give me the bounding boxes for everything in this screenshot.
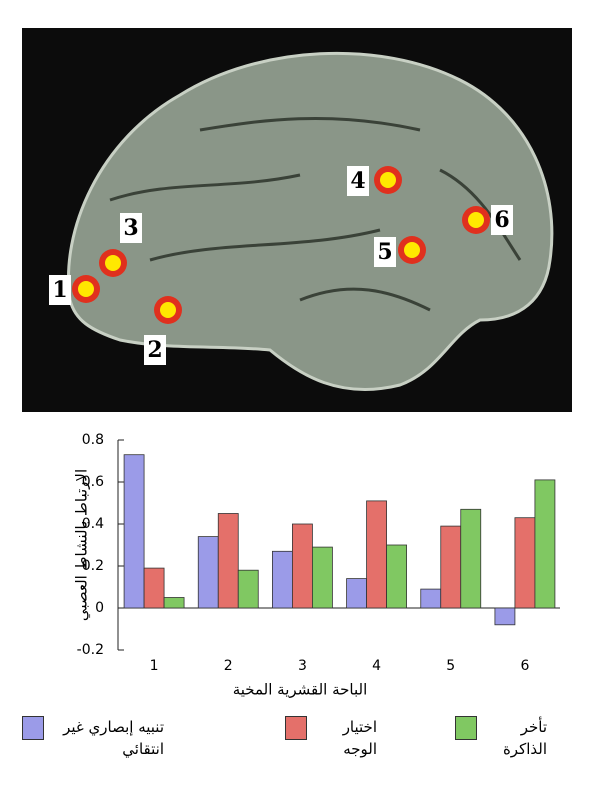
x-tick-label: 3 (298, 658, 307, 674)
marker-label-box (144, 335, 166, 365)
marker-label: 2 (147, 337, 162, 363)
bar (143, 567, 165, 609)
legend-swatch (285, 716, 307, 740)
marker-dot (468, 212, 484, 228)
legend-swatch (455, 716, 477, 740)
bar (440, 525, 462, 609)
bar (292, 523, 313, 609)
bar (163, 597, 185, 609)
legend-label: اختيار الوجه (342, 718, 377, 758)
legend-item: تأخر الذاكرة (455, 716, 547, 760)
bar (312, 546, 333, 609)
bar (534, 479, 556, 609)
bar (346, 578, 367, 609)
y-tick-label: 0.8 (82, 432, 104, 448)
x-tick-label: 4 (372, 658, 381, 674)
bar (514, 517, 536, 609)
y-tick-label: 0 (95, 600, 104, 616)
x-tick-label: 5 (446, 658, 455, 674)
marker-label-box (49, 275, 71, 305)
legend-label: تأخر الذاكرة (502, 718, 547, 758)
marker-label-box (491, 205, 513, 235)
bar (272, 550, 293, 609)
y-tick-label: -0.2 (77, 642, 104, 658)
bar (123, 454, 145, 609)
marker-label: 4 (350, 168, 365, 194)
bar (237, 569, 259, 609)
marker-dot (380, 172, 396, 188)
y-tick-label: 0.2 (82, 558, 104, 574)
legend-item: اختيار الوجه (285, 716, 377, 760)
marker-label: 1 (52, 277, 67, 303)
marker-dot (105, 255, 121, 271)
marker-dot (404, 242, 420, 258)
legend-label: تنبيه إبصاري غير انتقائي (63, 718, 164, 758)
x-axis-label: الباحة القشرية المخية (233, 681, 368, 699)
bar (366, 500, 387, 609)
legend-item: تنبيه إبصاري غير انتقائي (22, 716, 164, 760)
marker-label-box (347, 166, 369, 196)
marker-dot (160, 302, 176, 318)
bar (386, 544, 407, 609)
bar (217, 513, 239, 609)
marker-label: 3 (123, 215, 138, 241)
marker-label-box (374, 237, 396, 267)
bar (494, 607, 516, 626)
bar (460, 508, 482, 609)
bar (197, 536, 219, 609)
y-tick-label: 0.4 (82, 516, 104, 532)
brain (67, 51, 554, 391)
y-axis-label: الارتباط بالنشاط العصبي (73, 469, 92, 621)
x-tick-label: 2 (224, 658, 233, 674)
marker-dot (78, 281, 94, 297)
legend-swatch (22, 716, 44, 740)
y-tick-label: 0.6 (82, 474, 104, 490)
brain-sulci (109, 116, 522, 312)
marker-label: 5 (377, 239, 392, 265)
marker-label-box (120, 213, 142, 243)
marker-label: 6 (494, 207, 509, 233)
x-tick-label: 1 (150, 658, 159, 674)
bar (420, 588, 442, 609)
x-tick-label: 6 (520, 658, 529, 674)
